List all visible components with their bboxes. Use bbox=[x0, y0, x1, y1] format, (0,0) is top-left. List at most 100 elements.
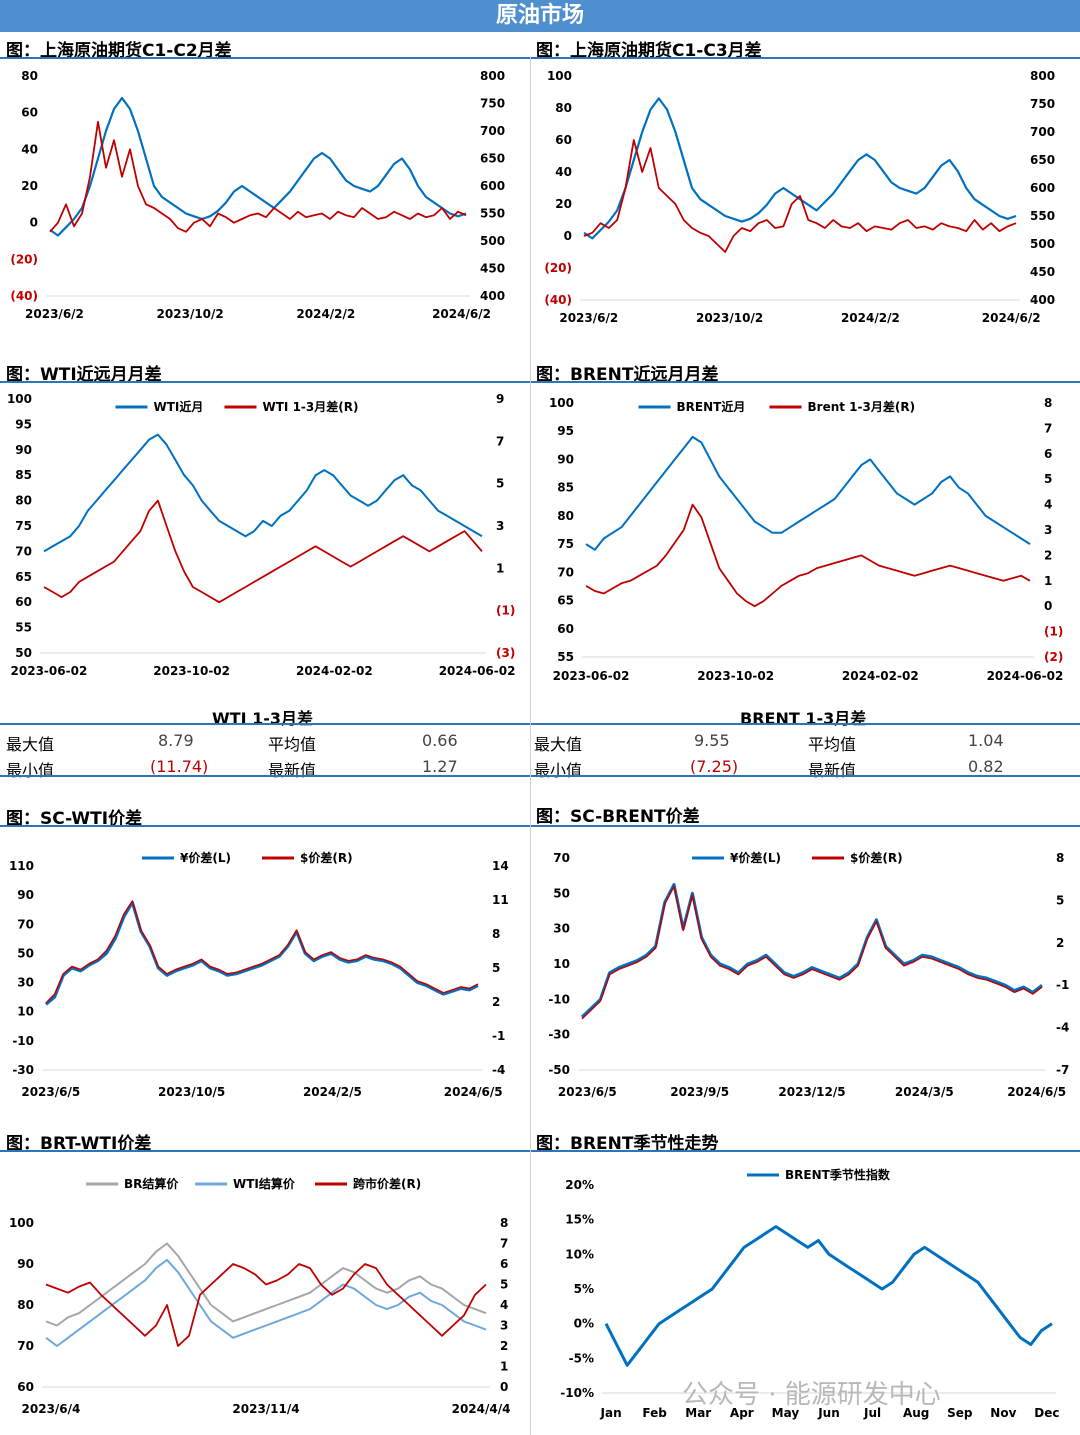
right-tick-label: 550 bbox=[1030, 209, 1055, 223]
wti-latest-value: 1.27 bbox=[422, 757, 458, 776]
left-tick-label: 55 bbox=[15, 621, 32, 635]
right-tick-label: 2 bbox=[1044, 548, 1052, 562]
left-tick-label: 70 bbox=[553, 851, 570, 865]
right-tick-label: -4 bbox=[492, 1063, 505, 1077]
left-tick-label: 100 bbox=[7, 392, 32, 406]
left-tick-label: 85 bbox=[557, 481, 574, 495]
series-line bbox=[43, 433, 483, 553]
right-tick-label: 1 bbox=[496, 561, 504, 575]
right-tick-label: (1) bbox=[1044, 625, 1063, 639]
left-tick-label: 15% bbox=[565, 1213, 594, 1227]
right-tick-label: 1 bbox=[500, 1360, 508, 1374]
legend-label: ¥价差(L) bbox=[180, 850, 231, 865]
right-tick-label: 650 bbox=[1030, 153, 1055, 167]
brent-latest-label: 最新值 bbox=[808, 761, 857, 780]
left-tick-label: -10% bbox=[560, 1386, 594, 1400]
left-tick-label: 60 bbox=[557, 622, 574, 636]
left-tick-label: 0 bbox=[564, 229, 572, 243]
right-tick-label: 3 bbox=[496, 519, 504, 533]
left-tick-label: -10 bbox=[12, 1034, 34, 1048]
x-tick-label: 2023/12/5 bbox=[778, 1085, 845, 1099]
x-tick-label: 2024-06-02 bbox=[987, 669, 1064, 683]
series-line bbox=[583, 97, 1017, 240]
x-tick-label: 2023/10/2 bbox=[157, 307, 224, 321]
x-tick-label: 2024/2/2 bbox=[841, 311, 900, 325]
right-tick-label: 1 bbox=[1044, 574, 1052, 588]
right-tick-label: 8 bbox=[500, 1216, 508, 1230]
left-tick-label: 55 bbox=[557, 650, 574, 664]
left-tick-label: 65 bbox=[15, 570, 32, 584]
right-tick-label: 6 bbox=[500, 1257, 508, 1271]
x-tick-label: 2024-02-02 bbox=[842, 669, 919, 683]
series-line bbox=[583, 139, 1017, 253]
divider-row4 bbox=[0, 1150, 1080, 1152]
legend-label: ¥价差(L) bbox=[730, 850, 781, 865]
panel-title-brent: 图：BRENT近远月月差 bbox=[536, 365, 719, 385]
panel-title-sc-c1c2: 图：上海原油期货C1-C2月差 bbox=[6, 41, 232, 61]
right-tick-label: 0 bbox=[1044, 599, 1052, 613]
right-tick-label: -1 bbox=[1056, 978, 1069, 992]
left-tick-label: 80 bbox=[21, 69, 38, 83]
wti-min-label: 最小值 bbox=[6, 761, 55, 780]
left-tick-label: -10 bbox=[548, 992, 570, 1006]
left-tick-label: 40 bbox=[21, 142, 38, 156]
left-tick-label: -5% bbox=[569, 1351, 594, 1365]
right-tick-label: 500 bbox=[480, 234, 505, 248]
x-tick-label: 2023/6/4 bbox=[22, 1402, 81, 1416]
legend-label: BRENT季节性指数 bbox=[785, 1167, 891, 1182]
panel-title-brt-wti: 图：BRT-WTI价差 bbox=[6, 1134, 152, 1154]
brent-max-value: 9.55 bbox=[694, 731, 730, 750]
right-tick-label: 650 bbox=[480, 152, 505, 166]
x-tick-label: Mar bbox=[685, 1406, 711, 1420]
left-tick-label: -30 bbox=[12, 1063, 34, 1077]
legend-label: WTI 1-3月差(R) bbox=[263, 399, 359, 414]
chart-sc-c1c2: 80 60 40 20 0 (20) (40) 800 750 700 650 600 550 500 45… bbox=[10, 69, 505, 321]
brent-min-value: (7.25) bbox=[690, 757, 739, 776]
left-tick-label: 60 bbox=[15, 595, 32, 609]
left-tick-label: 95 bbox=[557, 424, 574, 438]
right-tick-label: 750 bbox=[480, 97, 505, 111]
left-tick-label: (40) bbox=[10, 289, 38, 303]
x-tick-label: 2024/2/2 bbox=[296, 307, 355, 321]
right-tick-label: 11 bbox=[492, 893, 509, 907]
x-tick-label: 2024-06-02 bbox=[439, 664, 516, 678]
right-tick-label: -4 bbox=[1056, 1021, 1069, 1035]
left-tick-label: 80 bbox=[17, 1298, 34, 1312]
x-tick-label: 2023/11/4 bbox=[232, 1402, 299, 1416]
left-tick-label: 10 bbox=[553, 957, 570, 971]
right-tick-label: 14 bbox=[492, 859, 509, 873]
right-tick-label: 4 bbox=[1044, 498, 1052, 512]
right-tick-label: 7 bbox=[500, 1237, 508, 1251]
series-line bbox=[45, 1258, 487, 1347]
left-tick-label: 10% bbox=[565, 1247, 594, 1261]
left-tick-label: (40) bbox=[544, 293, 572, 307]
wti-avg-value: 0.66 bbox=[422, 731, 458, 750]
series-line bbox=[49, 120, 467, 233]
left-tick-label: 20 bbox=[555, 197, 572, 211]
left-tick-label: 70 bbox=[17, 1339, 34, 1353]
right-tick-label: 800 bbox=[1030, 69, 1055, 83]
wti-latest-label: 最新值 bbox=[268, 761, 317, 780]
left-tick-label: 50 bbox=[553, 886, 570, 900]
panel-title-sc-brent: 图：SC-BRENT价差 bbox=[536, 807, 700, 827]
left-tick-label: 100 bbox=[549, 396, 574, 410]
brent-latest-value: 0.82 bbox=[968, 757, 1004, 776]
left-tick-label: 75 bbox=[15, 519, 32, 533]
x-tick-label: 2024/6/5 bbox=[444, 1085, 503, 1099]
left-tick-label: 80 bbox=[555, 101, 572, 115]
right-tick-label: 5 bbox=[496, 477, 504, 491]
x-tick-label: 2023/6/5 bbox=[21, 1085, 80, 1099]
series-line bbox=[580, 883, 1043, 1019]
right-tick-label: 400 bbox=[480, 289, 505, 303]
series-line bbox=[43, 499, 483, 604]
right-tick-label: 8 bbox=[1044, 396, 1052, 410]
left-tick-label: 50 bbox=[17, 946, 34, 960]
left-tick-label: 100 bbox=[9, 1216, 34, 1230]
x-tick-label: 2023/9/5 bbox=[670, 1085, 729, 1099]
left-tick-label: 20% bbox=[565, 1178, 594, 1192]
brent-avg-label: 平均值 bbox=[808, 735, 857, 754]
stats-divider-bottom bbox=[0, 775, 1080, 777]
left-tick-label: 75 bbox=[557, 537, 574, 551]
wti-min-value: (11.74) bbox=[150, 757, 209, 776]
right-tick-label: 6 bbox=[1044, 447, 1052, 461]
